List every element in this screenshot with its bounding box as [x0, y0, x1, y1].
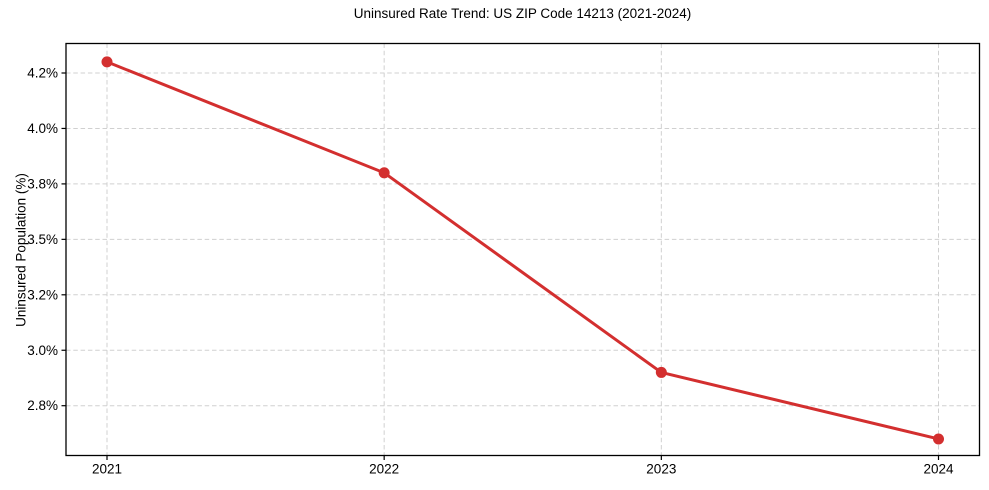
- data-point-2024: [933, 433, 944, 445]
- axes-frame: [65, 42, 981, 457]
- trend-line: [105, 60, 940, 441]
- y-tick-label: 3.2%: [27, 287, 58, 302]
- chart-title: Uninsured Rate Trend: US ZIP Code 14213 …: [353, 6, 692, 21]
- data-point-2022: [378, 167, 390, 179]
- y-tick-label: 4.0%: [27, 121, 58, 136]
- x-tick-label: 2022: [369, 462, 399, 477]
- y-tick-label: 3.5%: [27, 232, 58, 247]
- y-tick-label: 3.8%: [27, 176, 58, 191]
- data-point-2023: [655, 366, 667, 378]
- y-tick-label: 3.0%: [27, 343, 58, 358]
- data-point-2021: [101, 56, 113, 68]
- x-tick-label: 2024: [923, 462, 954, 477]
- y-tick-label: 4.2%: [27, 66, 58, 81]
- x-tick-label: 2023: [646, 462, 676, 477]
- y-tick-label: 2.8%: [27, 398, 58, 413]
- x-tick-label: 2021: [92, 462, 122, 477]
